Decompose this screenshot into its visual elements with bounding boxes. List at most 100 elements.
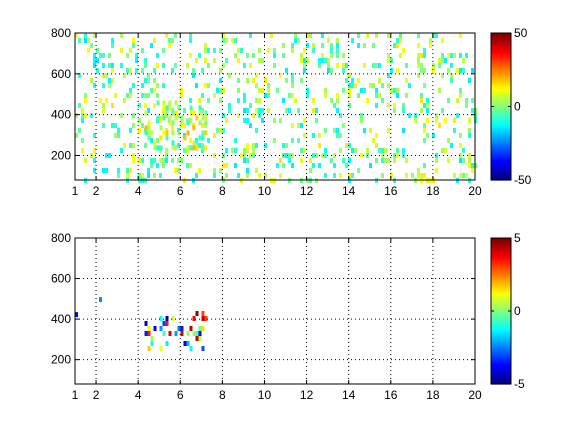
heatmap-cell: [129, 128, 132, 133]
heatmap-cell: [300, 148, 303, 153]
colorbar-swatch: [491, 349, 511, 353]
colorbar-swatch: [491, 97, 511, 101]
heatmap-cell: [243, 63, 246, 68]
heatmap-cell: [144, 143, 147, 148]
heatmap-cell: [153, 38, 156, 43]
heatmap-cell: [336, 128, 339, 133]
heatmap-cell: [432, 33, 435, 38]
heatmap-cell: [135, 58, 138, 63]
heatmap-cell: [393, 88, 396, 93]
heatmap-cell: [291, 163, 294, 168]
colorbar-swatch: [491, 372, 511, 376]
heatmap-cell: [246, 158, 249, 163]
heatmap-cell: [279, 173, 282, 178]
heatmap-cell: [195, 336, 199, 341]
heatmap-cell: [453, 53, 456, 58]
heatmap-cell: [90, 78, 93, 83]
plot-1: 1 2 4 6 8 10 12 14 16 18 20 200 400 600 800 -50 0 50: [51, 26, 532, 198]
heatmap-cell: [240, 48, 243, 53]
heatmap-cell: [165, 321, 169, 326]
heatmap-cell: [204, 43, 207, 48]
heatmap-cell: [153, 78, 156, 83]
heatmap-cell: [93, 83, 96, 88]
heatmap-cell: [336, 43, 339, 48]
heatmap-cell: [282, 43, 285, 48]
heatmap-cell: [264, 93, 267, 98]
colorbar-swatch: [491, 111, 511, 114]
heatmap-cell: [147, 173, 150, 178]
heatmap-cell: [273, 48, 276, 53]
heatmap-cell: [342, 63, 345, 68]
colorbar-swatch: [491, 147, 511, 151]
heatmap-cell: [297, 108, 300, 113]
heatmap-cell: [75, 113, 78, 118]
heatmap-cell: [255, 168, 258, 173]
heatmap-cell: [147, 326, 151, 331]
heatmap-cell: [102, 73, 105, 78]
heatmap-cell: [285, 68, 288, 73]
colorbar-swatch: [491, 33, 511, 36]
heatmap-cell: [312, 163, 315, 168]
heatmap-cell: [129, 93, 132, 98]
heatmap-cell: [327, 58, 330, 63]
heatmap-cell: [354, 83, 357, 88]
heatmap-cell: [348, 83, 351, 88]
heatmap-cell: [144, 93, 147, 98]
heatmap-cell: [381, 153, 384, 158]
heatmap-cell: [222, 63, 225, 68]
heatmap-cell: [156, 138, 159, 143]
heatmap-cell: [255, 73, 258, 78]
x-tick-label: 8: [219, 184, 226, 198]
heatmap-cell: [396, 148, 399, 153]
heatmap-cell: [165, 130, 169, 136]
heatmap-cell: [360, 88, 363, 93]
heatmap-cell: [393, 158, 396, 163]
heatmap-cell: [285, 143, 288, 148]
heatmap-cell: [468, 118, 471, 123]
heatmap-cell: [288, 108, 291, 113]
heatmap-cell: [261, 88, 264, 93]
heatmap-cell: [189, 163, 192, 168]
heatmap-cell: [165, 148, 168, 153]
heatmap-cell: [462, 148, 465, 153]
heatmap-cell: [303, 118, 306, 123]
heatmap-cell: [147, 331, 151, 336]
heatmap-cell: [237, 78, 240, 83]
heatmap-cell: [336, 133, 339, 138]
colorbar-swatch: [491, 324, 511, 328]
heatmap-cell: [153, 103, 156, 108]
heatmap-cell: [222, 113, 225, 118]
heatmap-cell: [381, 148, 384, 153]
colorbar-swatch: [491, 140, 511, 144]
colorbar-swatch: [491, 120, 511, 124]
heatmap-cell: [141, 173, 144, 178]
heatmap-cell: [198, 331, 202, 336]
heatmap-cell: [222, 88, 225, 93]
heatmap-cell: [315, 153, 318, 158]
x-tick-label: 4: [135, 388, 142, 402]
colorbar-swatch: [491, 381, 511, 385]
heatmap-cell: [96, 68, 99, 73]
heatmap-cell: [189, 38, 192, 43]
heatmap-cell: [198, 105, 202, 111]
heatmap-cell: [198, 336, 202, 341]
colorbar-swatch: [491, 377, 511, 381]
heatmap-cell: [201, 346, 205, 351]
heatmap-cell: [105, 73, 108, 78]
heatmap-cell: [189, 33, 192, 38]
heatmap-cell: [342, 123, 345, 128]
heatmap-cell: [105, 153, 108, 158]
colorbar-swatch: [491, 317, 511, 321]
heatmap-cell: [297, 38, 300, 43]
heatmap-cell: [108, 83, 111, 88]
heatmap-cell: [174, 110, 178, 116]
colorbar-swatch: [491, 81, 511, 85]
colorbar-swatch: [491, 256, 511, 260]
heatmap-cell: [459, 33, 462, 38]
colorbar-swatch: [491, 117, 511, 121]
heatmap-cell: [84, 113, 87, 118]
heatmap-cell: [222, 163, 225, 168]
heatmap-cell: [423, 163, 426, 168]
heatmap-cell: [264, 173, 267, 178]
heatmap-cell: [132, 123, 135, 128]
